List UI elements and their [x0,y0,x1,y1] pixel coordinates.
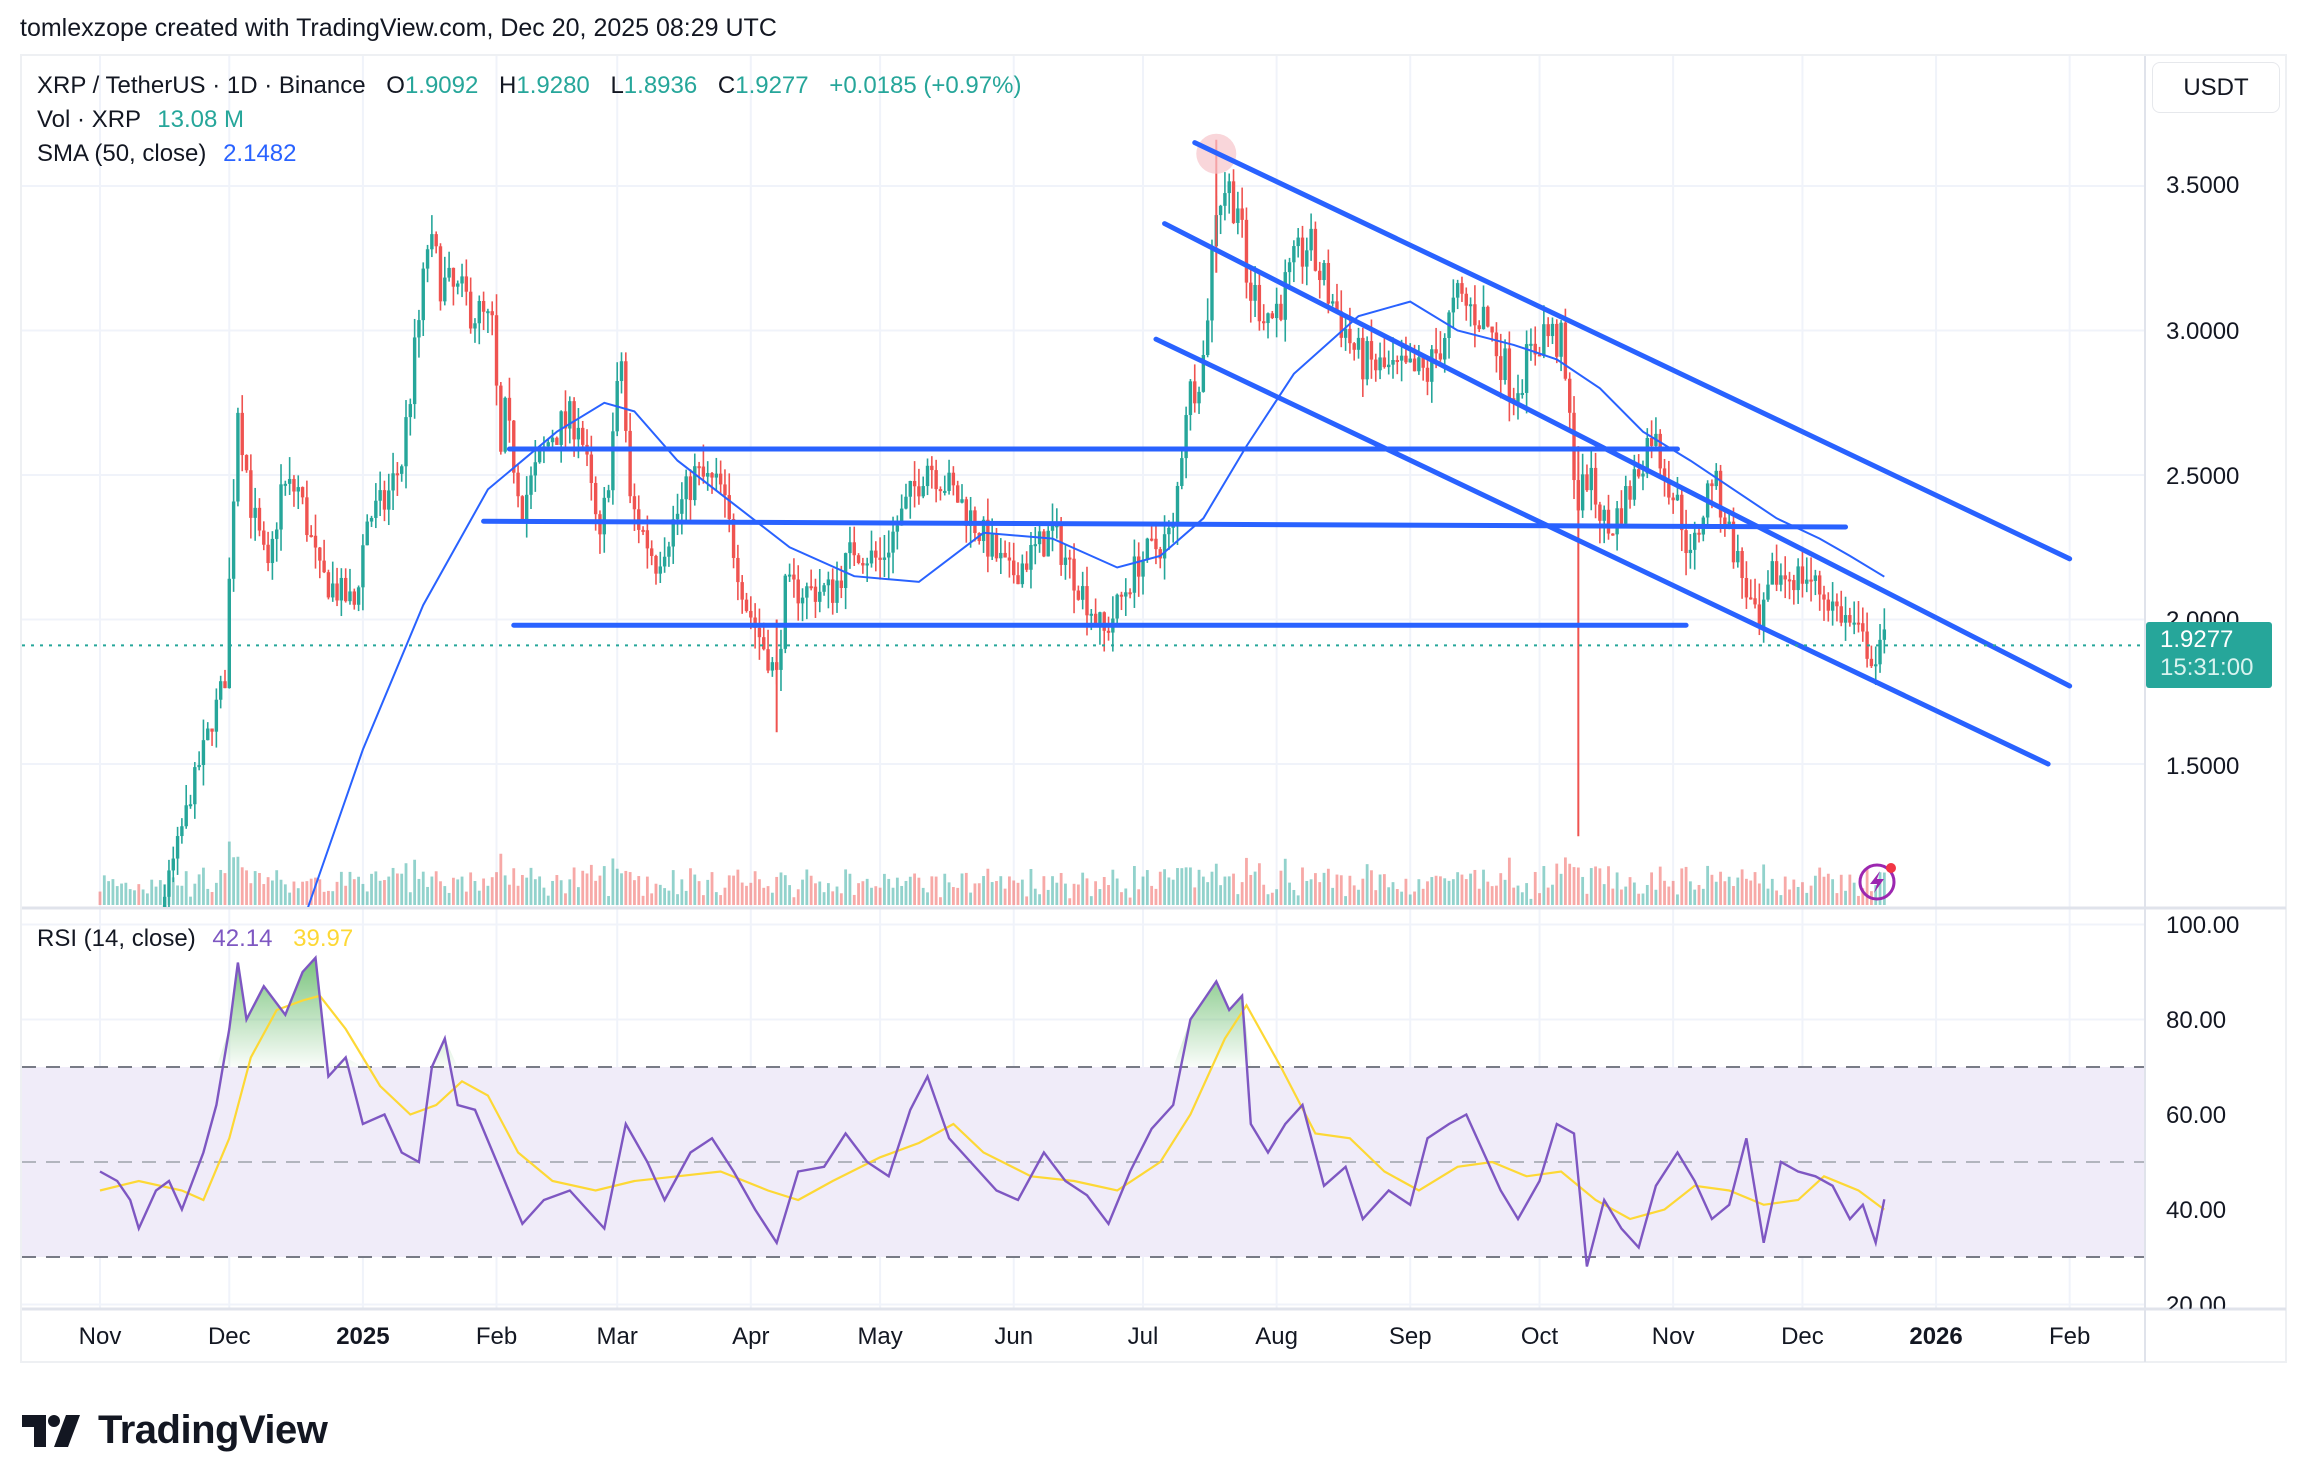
tradingview-wordmark: TradingView [98,1408,328,1452]
price-tick: 2.5000 [2166,463,2240,490]
sma-50-line[interactable] [303,300,1885,923]
time-axis-label: Nov [78,1323,122,1350]
price-tick: 1.5000 [2166,753,2240,780]
sma-label[interactable]: SMA (50, close) [37,140,207,167]
price-tick: 3.5000 [2166,172,2240,199]
time-axis-label: Apr [732,1323,770,1350]
low-value: 1.8936 [623,72,698,99]
volume-label[interactable]: Vol · XRP [37,106,141,133]
tradingview-logo-icon [22,1414,80,1447]
rsi-label[interactable]: RSI (14, close) [37,925,196,952]
rsi-value: 42.14 [212,925,273,952]
time-axis-label: Jul [1127,1323,1159,1350]
horizontal-mid[interactable] [481,518,1849,530]
close-label: C [717,72,736,99]
volume-value: 13.08 M [157,106,244,133]
trendline-drawings[interactable] [481,140,2073,767]
sma-legend: SMA (50, close) 2.1482 [37,140,296,168]
chart-credit: tomlexzope created with TradingView.com,… [20,14,777,42]
open-value: 1.9092 [404,72,479,99]
time-axis-label: Mar [596,1323,638,1350]
descending-channel-lower[interactable] [1153,336,2051,767]
time-axis-label: Sep [1388,1323,1432,1350]
close-value: 1.9277 [735,72,809,99]
volume-bars [98,841,1886,905]
price-tick: 3.0000 [2166,318,2240,345]
rsi-legend: RSI (14, close) 42.14 39.97 [37,925,353,953]
volume-legend: Vol · XRP 13.08 M [37,106,244,134]
symbol-title[interactable]: XRP / TetherUS · 1D · Binance [37,72,366,99]
sma-value: 2.1482 [223,140,297,167]
time-axis-label: Dec [1781,1323,1824,1350]
current-price-tag: 1.9277 15:31:00 [2146,622,2272,688]
rsi-tick: 80.00 [2166,1007,2227,1034]
high-label: H [499,72,517,99]
rsi-tick: 40.00 [2166,1197,2227,1224]
candlesticks [162,139,1887,907]
rsi-line [99,955,1886,1267]
time-axis-label: 2026 [1909,1323,1963,1350]
rsi-tick: 60.00 [2166,1102,2227,1129]
current-price: 1.9277 [2160,626,2234,653]
time-axis-label: Feb [2048,1323,2091,1350]
bar-countdown: 15:31:00 [2160,654,2254,681]
time-axis-label: Aug [1255,1323,1298,1350]
lightning-icon[interactable] [1856,860,1898,902]
rsi-tick: 100.00 [2166,912,2240,939]
descending-channel-upper[interactable] [1192,140,2073,562]
time-axis-label: Dec [207,1323,251,1350]
chart-frame [20,54,2287,1363]
change-value: +0.0185 (+0.97%) [829,72,1022,99]
time-axis-label: May [857,1323,903,1350]
time-axis-label: Jun [994,1323,1034,1350]
currency-button[interactable]: USDT [2152,62,2280,113]
time-axis-label: 2025 [336,1323,390,1350]
descending-channel-mid[interactable] [1162,221,2073,689]
high-value: 1.9280 [516,72,590,99]
rsi-pane [22,955,2144,1267]
rsi-tick: 20.00 [2166,1292,2227,1319]
rsi-ma-line [99,994,1885,1221]
symbol-legend: XRP / TetherUS · 1D · Binance O1.9092 H1… [37,72,1021,100]
time-axis-label: Oct [1520,1323,1559,1350]
currency-label: USDT [2183,73,2249,101]
open-label: O [386,72,405,99]
time-axis-label: Nov [1651,1323,1695,1350]
time-axis-label: Feb [475,1323,518,1350]
tradingview-logo[interactable]: TradingView [22,1408,328,1453]
rsi-ma-value: 39.97 [293,925,354,952]
low-label: L [610,72,624,99]
